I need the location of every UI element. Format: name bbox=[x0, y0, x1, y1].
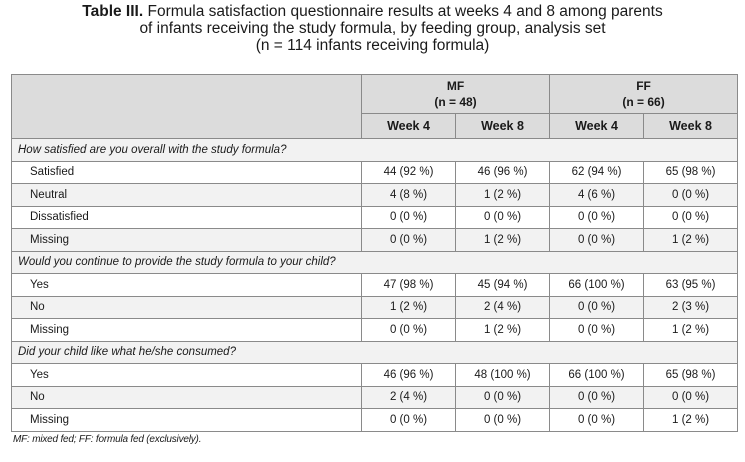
value-cell: 46 (96 %) bbox=[361, 363, 456, 387]
group-name: FF bbox=[636, 79, 651, 93]
value-cell: 1 (2 %) bbox=[643, 318, 739, 342]
value-cell: 2 (4 %) bbox=[361, 385, 456, 409]
row-label: Yes bbox=[11, 273, 362, 297]
table-row: No 1 (2 %) 2 (4 %) 0 (0 %) 2 (3 %) bbox=[11, 295, 739, 319]
value-cell: 0 (0 %) bbox=[643, 385, 739, 409]
table-row: Missing 0 (0 %) 1 (2 %) 0 (0 %) 1 (2 %) bbox=[11, 228, 739, 252]
question-row: Did your child like what he/she consumed… bbox=[10, 340, 739, 364]
week-header: Week 8 bbox=[643, 113, 739, 139]
value-cell: 0 (0 %) bbox=[361, 408, 456, 432]
value-cell: 0 (0 %) bbox=[454, 385, 551, 409]
question-text: How satisfied are you overall with the s… bbox=[10, 138, 739, 162]
value-cell: 1 (2 %) bbox=[361, 295, 456, 319]
table-row: Missing 0 (0 %) 0 (0 %) 0 (0 %) 1 (2 %) bbox=[11, 408, 739, 432]
caption-line-2: of infants receiving the study formula, … bbox=[139, 20, 606, 37]
table-row: Neutral 4 (8 %) 1 (2 %) 4 (6 %) 0 (0 %) bbox=[11, 183, 739, 207]
value-cell: 47 (98 %) bbox=[361, 273, 456, 297]
row-label: Dissatisfied bbox=[11, 205, 362, 229]
value-cell: 63 (95 %) bbox=[643, 273, 739, 297]
table-caption: Table III. Formula satisfaction question… bbox=[0, 0, 745, 57]
caption-line-3: (n = 114 infants receiving formula) bbox=[255, 37, 490, 54]
value-cell: 4 (6 %) bbox=[549, 183, 645, 207]
question-row: How satisfied are you overall with the s… bbox=[10, 138, 739, 162]
question-row: Would you continue to provide the study … bbox=[10, 250, 739, 274]
table-row: No 2 (4 %) 0 (0 %) 0 (0 %) 0 (0 %) bbox=[11, 385, 739, 409]
group-header-ff: FF (n = 66) bbox=[549, 74, 739, 114]
value-cell: 0 (0 %) bbox=[361, 318, 456, 342]
value-cell: 0 (0 %) bbox=[361, 205, 456, 229]
value-cell: 2 (4 %) bbox=[454, 295, 551, 319]
group-n: (n = 66) bbox=[622, 95, 665, 109]
row-label: Missing bbox=[11, 408, 362, 432]
table-body: How satisfied are you overall with the s… bbox=[10, 138, 739, 432]
value-cell: 62 (94 %) bbox=[549, 160, 645, 184]
table-row: Satisfied 44 (92 %) 46 (96 %) 62 (94 %) 65 (… bbox=[11, 160, 739, 184]
value-cell: 0 (0 %) bbox=[361, 228, 456, 252]
value-cell: 66 (100 %) bbox=[549, 363, 645, 387]
row-label: No bbox=[11, 385, 362, 409]
group-header-mf: MF (n = 48) bbox=[360, 74, 551, 114]
value-cell: 1 (2 %) bbox=[643, 408, 739, 432]
table-row: Missing 0 (0 %) 1 (2 %) 0 (0 %) 1 (2 %) bbox=[11, 318, 739, 342]
value-cell: 0 (0 %) bbox=[549, 385, 645, 409]
question-text: Did your child like what he/she consumed… bbox=[10, 340, 739, 364]
row-label: Missing bbox=[11, 318, 362, 342]
value-cell: 65 (98 %) bbox=[643, 363, 739, 387]
table-row: Dissatisfied 0 (0 %) 0 (0 %) 0 (0 %) 0 (0 %) bbox=[11, 205, 739, 229]
caption-label: Table III. bbox=[82, 3, 144, 20]
week-header-row: Week 4 Week 8 Week 4 Week 8 bbox=[12, 113, 739, 139]
empty-header-cell bbox=[11, 74, 362, 139]
row-label: Satisfied bbox=[11, 160, 362, 184]
row-label: Yes bbox=[11, 363, 362, 387]
value-cell: 44 (92 %) bbox=[361, 160, 456, 184]
value-cell: 0 (0 %) bbox=[454, 408, 551, 432]
value-cell: 0 (0 %) bbox=[549, 408, 645, 432]
value-cell: 1 (2 %) bbox=[454, 183, 551, 207]
group-name: MF bbox=[446, 79, 465, 93]
value-cell: 0 (0 %) bbox=[454, 205, 551, 229]
results-table: MF (n = 48) FF (n = 66) Week 4 Week 8 We… bbox=[10, 74, 739, 432]
value-cell: 1 (2 %) bbox=[454, 318, 551, 342]
table-row: Yes 46 (96 %) 48 (100 %) 66 (100 %) 65 (98 %… bbox=[11, 363, 739, 387]
footnote: MF: mixed fed; FF: formula fed (exclusiv… bbox=[13, 434, 202, 445]
value-cell: 0 (0 %) bbox=[549, 205, 645, 229]
table-row: Yes 47 (98 %) 45 (94 %) 66 (100 %) 63 (95 %) bbox=[11, 273, 739, 297]
row-label: Neutral bbox=[11, 183, 362, 207]
value-cell: 45 (94 %) bbox=[454, 273, 551, 297]
value-cell: 0 (0 %) bbox=[549, 318, 645, 342]
value-cell: 0 (0 %) bbox=[643, 183, 739, 207]
week-header: Week 4 bbox=[361, 113, 456, 139]
value-cell: 48 (100 %) bbox=[454, 363, 551, 387]
row-label: Missing bbox=[11, 228, 362, 252]
value-cell: 46 (96 %) bbox=[454, 160, 551, 184]
value-cell: 2 (3 %) bbox=[643, 295, 739, 319]
value-cell: 1 (2 %) bbox=[643, 228, 739, 252]
caption-line-1: Table III. Formula satisfaction question… bbox=[0, 3, 745, 20]
group-n: (n = 48) bbox=[434, 95, 477, 109]
value-cell: 4 (8 %) bbox=[361, 183, 456, 207]
value-cell: 66 (100 %) bbox=[549, 273, 645, 297]
value-cell: 1 (2 %) bbox=[454, 228, 551, 252]
value-cell: 0 (0 %) bbox=[549, 295, 645, 319]
week-header: Week 4 bbox=[549, 113, 645, 139]
row-label: No bbox=[11, 295, 362, 319]
value-cell: 65 (98 %) bbox=[643, 160, 739, 184]
caption-text-1: Formula satisfaction questionnaire resul… bbox=[143, 3, 663, 20]
value-cell: 0 (0 %) bbox=[643, 205, 739, 229]
group-header-row: MF (n = 48) FF (n = 66) bbox=[11, 74, 739, 139]
question-text: Would you continue to provide the study … bbox=[10, 250, 739, 274]
week-header: Week 8 bbox=[454, 113, 551, 139]
value-cell: 0 (0 %) bbox=[549, 228, 645, 252]
